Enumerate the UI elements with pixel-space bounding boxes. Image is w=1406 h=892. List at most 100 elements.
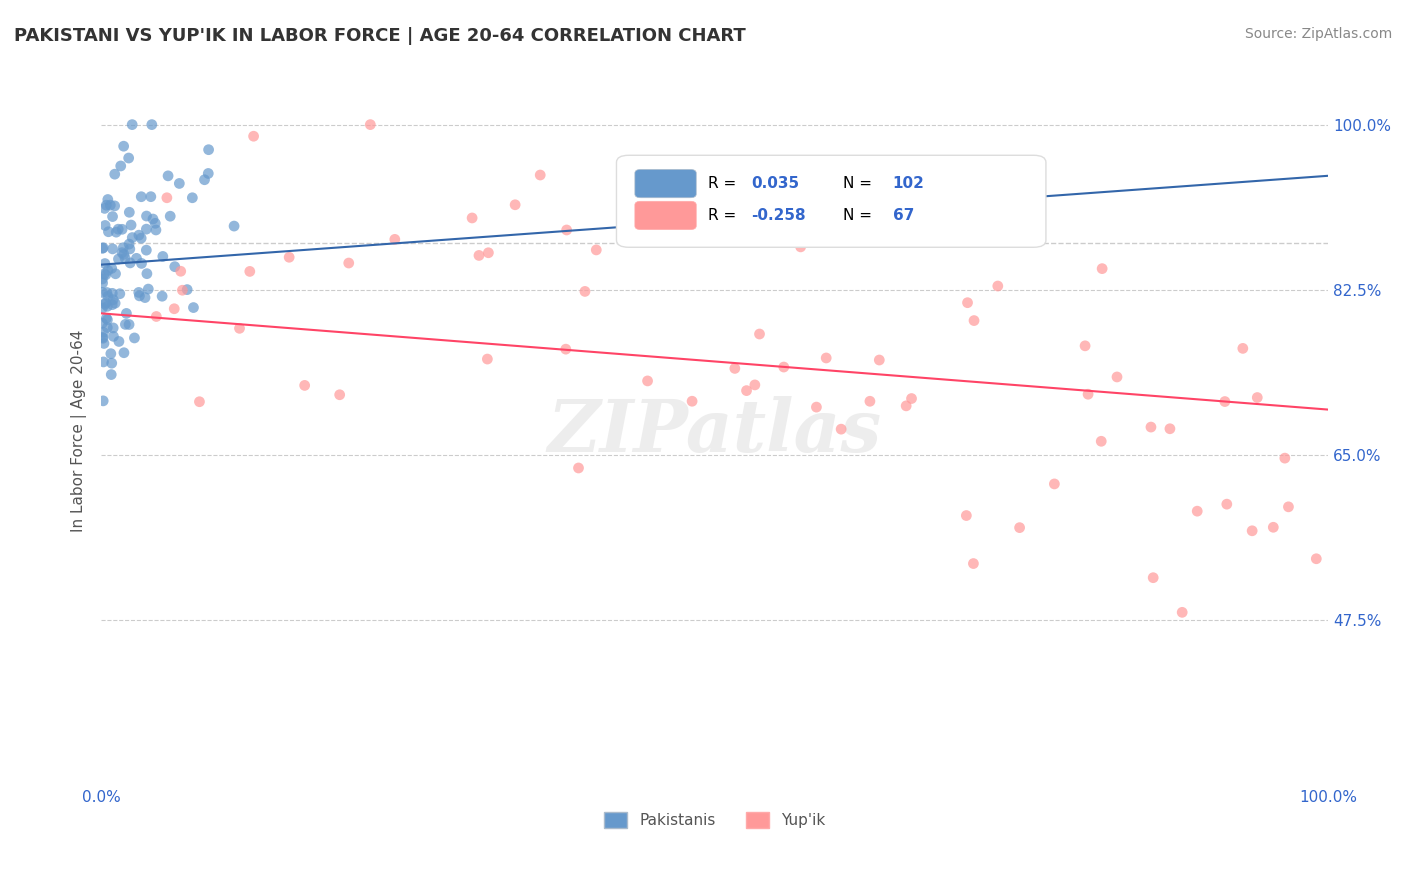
Y-axis label: In Labor Force | Age 20-64: In Labor Force | Age 20-64 <box>72 330 87 533</box>
Point <box>124 331 146 345</box>
Point <box>1232 342 1254 356</box>
Point <box>461 211 484 225</box>
Point <box>135 209 157 223</box>
Point <box>772 359 794 374</box>
Point <box>96 312 118 326</box>
Point <box>567 461 589 475</box>
Point <box>183 301 205 315</box>
Point <box>1263 520 1285 534</box>
Point <box>97 263 120 277</box>
Text: 0.035: 0.035 <box>751 176 800 191</box>
Point <box>239 264 262 278</box>
Point <box>1159 422 1181 436</box>
Point <box>118 205 141 219</box>
Point <box>114 251 136 265</box>
Point <box>94 297 117 311</box>
Point <box>1277 500 1299 514</box>
Point <box>97 225 120 239</box>
Point <box>1241 524 1264 538</box>
Point <box>100 356 122 370</box>
Point <box>120 256 142 270</box>
Point <box>131 256 153 270</box>
Point <box>128 285 150 300</box>
Point <box>115 306 138 320</box>
Point <box>142 212 165 227</box>
Point <box>96 299 118 313</box>
Point <box>1043 477 1066 491</box>
Point <box>1274 451 1296 466</box>
Point <box>145 223 167 237</box>
Point <box>97 193 120 207</box>
Point <box>96 320 118 334</box>
Point <box>188 394 211 409</box>
Text: 102: 102 <box>893 176 924 191</box>
Text: ZIPatlas: ZIPatlas <box>547 396 882 467</box>
Point <box>724 361 747 376</box>
Legend: Pakistanis, Yup'ik: Pakistanis, Yup'ik <box>598 805 831 834</box>
Point <box>96 285 118 300</box>
Point <box>101 298 124 312</box>
Point <box>169 177 191 191</box>
Point <box>956 295 979 310</box>
Point <box>1187 504 1209 518</box>
Point <box>859 394 882 409</box>
Point <box>118 242 141 256</box>
Text: R =: R = <box>709 176 741 191</box>
Point <box>1008 521 1031 535</box>
Point <box>145 310 167 324</box>
Point <box>112 139 135 153</box>
Point <box>111 222 134 236</box>
Point <box>91 316 114 330</box>
Point <box>94 256 117 270</box>
Point <box>163 301 186 316</box>
Point <box>554 342 576 356</box>
Point <box>1246 391 1268 405</box>
Point <box>110 159 132 173</box>
Point <box>103 321 125 335</box>
FancyBboxPatch shape <box>636 202 696 229</box>
Point <box>104 267 127 281</box>
Point <box>107 222 129 236</box>
Point <box>107 252 129 266</box>
Point <box>468 248 491 262</box>
Point <box>163 260 186 274</box>
Point <box>91 272 114 286</box>
Text: -0.258: -0.258 <box>751 208 806 223</box>
Point <box>1074 339 1097 353</box>
Point <box>962 557 984 571</box>
Point <box>121 230 143 244</box>
Point <box>112 247 135 261</box>
Point <box>503 198 526 212</box>
Point <box>193 172 215 186</box>
Point <box>987 279 1010 293</box>
Point <box>555 223 578 237</box>
Point <box>197 166 219 180</box>
Point <box>135 243 157 257</box>
Point <box>101 242 124 256</box>
Point <box>103 293 125 307</box>
Point <box>222 219 245 233</box>
Point <box>744 378 766 392</box>
Point <box>108 286 131 301</box>
Point <box>112 345 135 359</box>
Point <box>111 245 134 260</box>
Point <box>1091 261 1114 276</box>
Point <box>150 289 173 303</box>
Point <box>156 191 179 205</box>
Point <box>93 326 115 340</box>
FancyBboxPatch shape <box>616 155 1046 247</box>
Point <box>278 250 301 264</box>
Point <box>91 241 114 255</box>
Point <box>91 331 114 345</box>
Point <box>120 218 142 232</box>
Point <box>134 291 156 305</box>
Point <box>91 276 114 290</box>
Point <box>477 352 499 367</box>
Point <box>197 143 219 157</box>
Point <box>329 388 352 402</box>
Point <box>128 228 150 243</box>
Point <box>104 167 127 181</box>
Point <box>135 267 157 281</box>
Point <box>963 313 986 327</box>
Point <box>1305 551 1327 566</box>
